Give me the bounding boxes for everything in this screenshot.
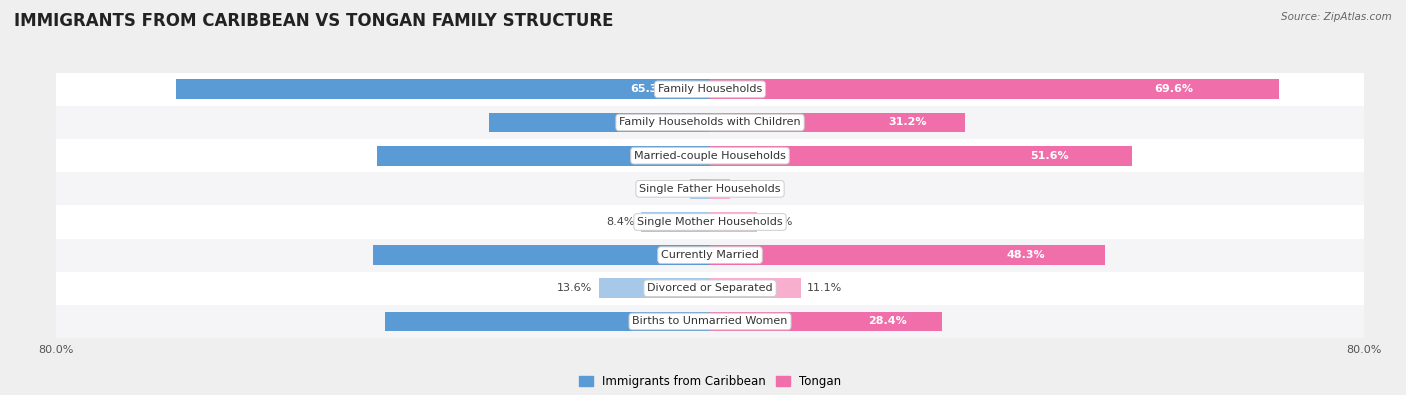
- Text: Single Father Households: Single Father Households: [640, 184, 780, 194]
- Text: 2.5%: 2.5%: [737, 184, 765, 194]
- Text: Single Mother Households: Single Mother Households: [637, 217, 783, 227]
- Bar: [689, 179, 710, 199]
- Text: Married-couple Households: Married-couple Households: [634, 150, 786, 161]
- Bar: [56, 272, 1364, 305]
- Text: 40.8%: 40.8%: [659, 150, 699, 161]
- Bar: [56, 239, 1364, 272]
- Text: 41.3%: 41.3%: [659, 250, 697, 260]
- Text: 39.8%: 39.8%: [661, 316, 700, 326]
- Text: 27.0%: 27.0%: [676, 117, 716, 128]
- Text: IMMIGRANTS FROM CARIBBEAN VS TONGAN FAMILY STRUCTURE: IMMIGRANTS FROM CARIBBEAN VS TONGAN FAMI…: [14, 12, 613, 30]
- Bar: [377, 146, 710, 166]
- Bar: [56, 305, 1364, 338]
- Bar: [710, 212, 758, 232]
- Bar: [56, 139, 1364, 172]
- Bar: [56, 172, 1364, 205]
- Text: Currently Married: Currently Married: [661, 250, 759, 260]
- Bar: [710, 278, 801, 298]
- Text: Family Households: Family Households: [658, 85, 762, 94]
- Bar: [373, 245, 710, 265]
- Bar: [710, 79, 1279, 99]
- Bar: [489, 113, 710, 132]
- Text: 8.4%: 8.4%: [606, 217, 636, 227]
- Text: 65.3%: 65.3%: [630, 85, 668, 94]
- Text: 13.6%: 13.6%: [557, 283, 592, 293]
- Legend: Immigrants from Caribbean, Tongan: Immigrants from Caribbean, Tongan: [574, 371, 846, 393]
- Text: Births to Unmarried Women: Births to Unmarried Women: [633, 316, 787, 326]
- Text: 28.4%: 28.4%: [869, 316, 907, 326]
- Bar: [56, 205, 1364, 239]
- Text: 11.1%: 11.1%: [807, 283, 842, 293]
- Bar: [176, 79, 710, 99]
- Text: 31.2%: 31.2%: [889, 117, 927, 128]
- Bar: [710, 179, 731, 199]
- Bar: [56, 106, 1364, 139]
- Bar: [710, 146, 1132, 166]
- Text: 69.6%: 69.6%: [1154, 85, 1194, 94]
- Bar: [385, 312, 710, 331]
- Text: 51.6%: 51.6%: [1029, 150, 1069, 161]
- Text: Family Households with Children: Family Households with Children: [619, 117, 801, 128]
- Bar: [56, 73, 1364, 106]
- Text: 5.8%: 5.8%: [763, 217, 793, 227]
- Bar: [710, 245, 1105, 265]
- Text: Divorced or Separated: Divorced or Separated: [647, 283, 773, 293]
- Bar: [599, 278, 710, 298]
- Bar: [641, 212, 710, 232]
- Text: 2.5%: 2.5%: [655, 184, 683, 194]
- Text: 48.3%: 48.3%: [1007, 250, 1046, 260]
- Bar: [710, 312, 942, 331]
- Text: Source: ZipAtlas.com: Source: ZipAtlas.com: [1281, 12, 1392, 22]
- Bar: [710, 113, 965, 132]
